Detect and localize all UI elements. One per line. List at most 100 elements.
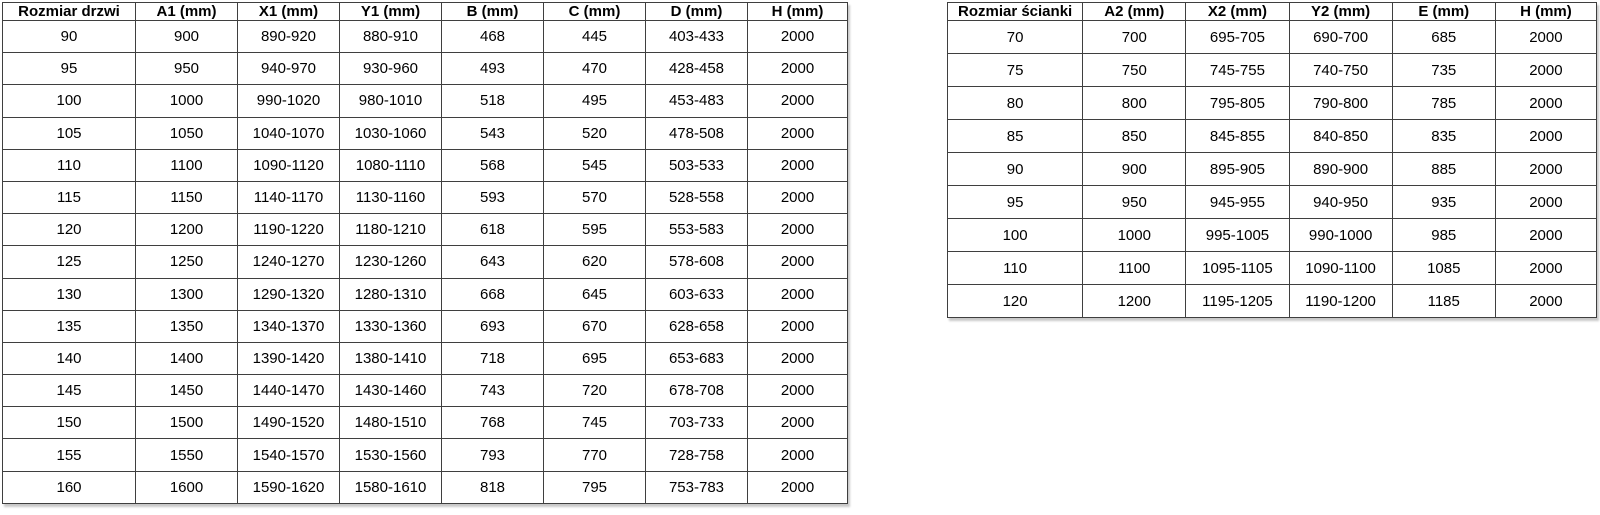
table-cell: 1240-1270 xyxy=(237,245,340,279)
table-cell: 790-800 xyxy=(1288,86,1393,120)
table-cell: 620 xyxy=(543,245,646,279)
table-row: 105 1050 1040-1070 1030-1060 543 520 478-508 20… xyxy=(2,116,848,150)
table-row: 120 1200 1190-1220 1180-1210 618 595 553-583 20… xyxy=(2,213,848,247)
table-cell: 793 xyxy=(441,438,544,472)
table-cell: 1190-1200 xyxy=(1288,284,1393,318)
table-cell: 745-755 xyxy=(1185,53,1290,87)
table-cell: 110 xyxy=(2,148,136,182)
table-cell: 890-900 xyxy=(1288,152,1393,186)
table-cell: 678-708 xyxy=(645,374,748,408)
table-row: 120 1200 1195-1205 1190-1200 1185 2000 xyxy=(946,284,1598,318)
table-cell: 940-970 xyxy=(237,52,340,86)
column-header: A1 (mm) xyxy=(135,2,238,21)
table-cell: 595 xyxy=(543,213,646,247)
table-cell: 2000 xyxy=(1494,185,1598,219)
table-cell: 2000 xyxy=(747,245,848,279)
table-cell: 950 xyxy=(135,52,238,86)
table-cell: 693 xyxy=(441,309,544,343)
table-cell: 70 xyxy=(946,20,1084,54)
table-cell: 728-758 xyxy=(645,438,748,472)
table-cell: 80 xyxy=(946,86,1084,120)
table-cell: 568 xyxy=(441,148,544,182)
table-row: 160 1600 1590-1620 1580-1610 818 795 753-783 20… xyxy=(2,470,848,505)
table-cell: 735 xyxy=(1391,53,1496,87)
header-row: Rozmiar drzwi A1 (mm) X1 (mm) Y1 (mm) B (mm)… xyxy=(2,2,848,21)
column-header: Rozmiar ścianki xyxy=(946,2,1084,21)
table-cell: 125 xyxy=(2,245,136,279)
table-cell: 1200 xyxy=(135,213,238,247)
table-cell: 1350 xyxy=(135,309,238,343)
table-row: 135 1350 1340-1370 1330-1360 693 670 628-658 20… xyxy=(2,309,848,343)
table-cell: 578-608 xyxy=(645,245,748,279)
table-cell: 518 xyxy=(441,84,544,118)
table-cell: 493 xyxy=(441,52,544,86)
table-cell: 570 xyxy=(543,180,646,215)
table-cell: 110 xyxy=(946,251,1084,285)
table-cell: 1095-1105 xyxy=(1185,251,1290,285)
table-cell: 835 xyxy=(1391,119,1496,153)
table-cell: 845-855 xyxy=(1185,119,1290,153)
column-header: E (mm) xyxy=(1391,2,1496,21)
table-cell: 1530-1560 xyxy=(339,438,442,472)
table-cell: 1550 xyxy=(135,438,238,472)
table-cell: 528-558 xyxy=(645,180,748,215)
table-cell: 818 xyxy=(441,470,544,505)
table-cell: 1150 xyxy=(135,180,238,215)
table-cell: 75 xyxy=(946,53,1084,87)
table-cell: 2000 xyxy=(747,277,848,311)
table-cell: 795-805 xyxy=(1185,86,1290,120)
table-cell: 115 xyxy=(2,180,136,215)
table-cell: 1590-1620 xyxy=(237,470,340,505)
table-cell: 1580-1610 xyxy=(339,470,442,505)
table-cell: 2000 xyxy=(1494,119,1598,153)
table-cell: 1190-1220 xyxy=(237,213,340,247)
table-cell: 145 xyxy=(2,374,136,408)
header-row: Rozmiar ścianki A2 (mm) X2 (mm) Y2 (mm) E (m… xyxy=(946,2,1598,21)
table-cell: 985 xyxy=(1391,218,1496,252)
table-cell: 1100 xyxy=(135,148,238,182)
table-row: 85 850 845-855 840-850 835 2000 xyxy=(946,119,1598,153)
table-cell: 1050 xyxy=(135,116,238,150)
table-cell: 770 xyxy=(543,438,646,472)
table-cell: 2000 xyxy=(747,406,848,440)
table-cell: 135 xyxy=(2,309,136,343)
table-cell: 785 xyxy=(1391,86,1496,120)
table-cell: 795 xyxy=(543,470,646,505)
table-cell: 1500 xyxy=(135,406,238,440)
table-cell: 2000 xyxy=(1494,251,1598,285)
table-cell: 1300 xyxy=(135,277,238,311)
table-cell: 718 xyxy=(441,341,544,376)
table-cell: 1090-1100 xyxy=(1288,251,1393,285)
table-row: 90 900 895-905 890-900 885 2000 xyxy=(946,152,1598,186)
table-cell: 695-705 xyxy=(1185,20,1290,54)
table-cell: 1540-1570 xyxy=(237,438,340,472)
table-cell: 668 xyxy=(441,277,544,311)
column-header: Y1 (mm) xyxy=(339,2,442,21)
table-cell: 800 xyxy=(1082,86,1187,120)
table-cell: 2000 xyxy=(747,374,848,408)
table-row: 130 1300 1290-1320 1280-1310 668 645 603-633 20… xyxy=(2,277,848,311)
table-cell: 995-1005 xyxy=(1185,218,1290,252)
table-cell: 1380-1410 xyxy=(339,341,442,376)
table-cell: 2000 xyxy=(747,470,848,505)
table-cell: 100 xyxy=(2,84,136,118)
table-cell: 935 xyxy=(1391,185,1496,219)
table-cell: 85 xyxy=(946,119,1084,153)
table-cell: 445 xyxy=(543,19,646,54)
table-cell: 695 xyxy=(543,341,646,376)
wall-size-table: Rozmiar ścianki A2 (mm) X2 (mm) Y2 (mm) E (m… xyxy=(946,2,1598,318)
table-cell: 753-783 xyxy=(645,470,748,505)
table-cell: 120 xyxy=(2,213,136,247)
table-cell: 1400 xyxy=(135,341,238,376)
table-cell: 495 xyxy=(543,84,646,118)
table-cell: 1130-1160 xyxy=(339,180,442,215)
table-row: 70 700 695-705 690-700 685 2000 xyxy=(946,20,1598,54)
table-cell: 2000 xyxy=(1494,86,1598,120)
column-header: Y2 (mm) xyxy=(1288,2,1393,21)
table-cell: 628-658 xyxy=(645,309,748,343)
table-cell: 1195-1205 xyxy=(1185,284,1290,318)
column-header: H (mm) xyxy=(747,2,848,21)
table-cell: 690-700 xyxy=(1288,20,1393,54)
table-cell: 503-533 xyxy=(645,148,748,182)
